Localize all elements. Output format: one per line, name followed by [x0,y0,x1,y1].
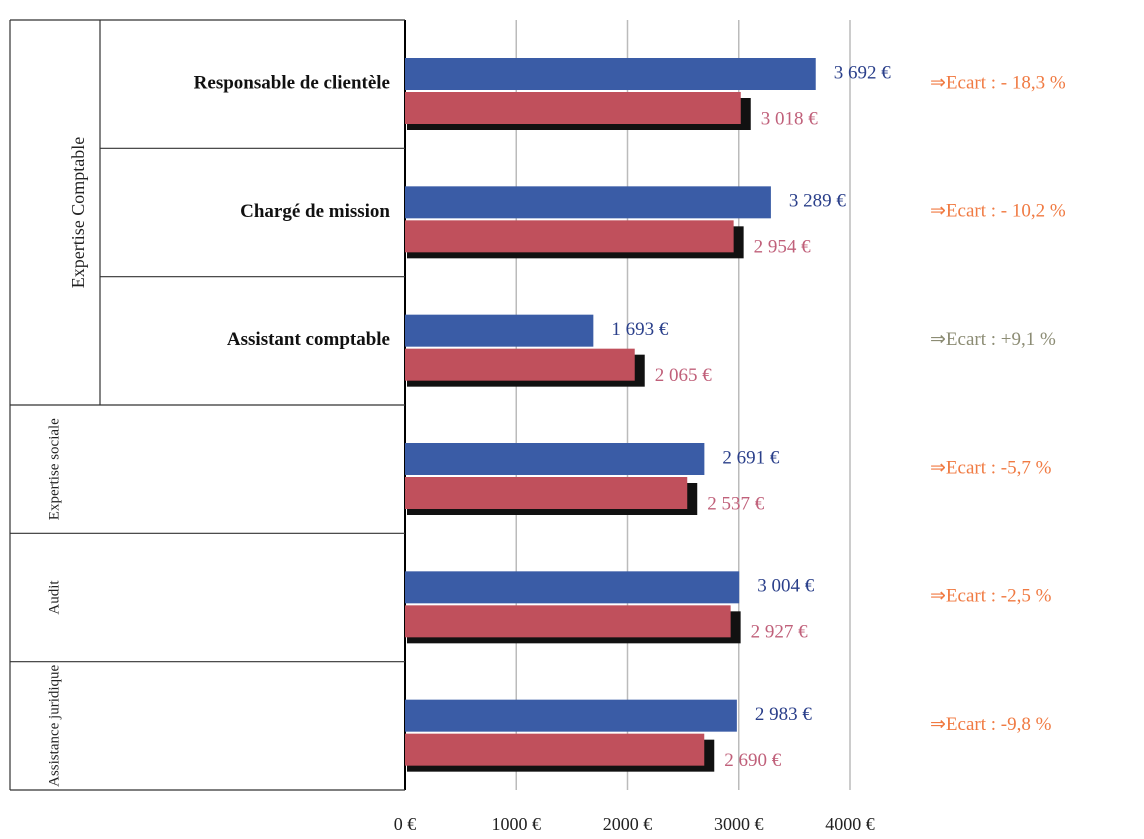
bar [405,605,731,638]
value-label: 2 954 € [754,237,812,258]
value-label: 3 004 € [757,576,815,597]
annotation: ⇒Ecart : - 10,2 % [930,201,1066,222]
bar [405,314,594,347]
bar [405,699,737,732]
group-label: Expertise Comptable [68,137,88,288]
annotation: ⇒Ecart : -9,8 % [930,714,1052,735]
category-label: Responsable de clientèle [194,73,390,94]
value-label: 2 537 € [707,493,765,514]
bar [405,571,740,604]
x-tick-label: 4000 € [825,814,875,834]
value-label: 3 018 € [761,108,819,129]
value-label: 2 065 € [655,365,713,386]
x-tick-label: 3000 € [714,814,764,834]
value-label: 3 692 € [834,62,892,83]
bar [405,443,705,475]
group-label: Expertise sociale [46,418,62,520]
bar [405,477,688,509]
value-label: 2 690 € [724,750,782,771]
x-tick-label: 1000 € [492,814,542,834]
annotation: ⇒Ecart : -2,5 % [930,586,1052,607]
bar [405,58,816,90]
bar [405,348,635,381]
category-label: Assistant comptable [227,329,390,350]
category-label: Chargé de mission [240,201,390,222]
value-label: 2 983 € [755,704,813,725]
bar [405,733,705,766]
group-label: Assistance juridique [46,664,62,786]
group-label: Audit [46,580,62,615]
annotation: ⇒Ecart : +9,1 % [930,329,1056,350]
annotation: ⇒Ecart : -5,7 % [930,457,1052,478]
value-label: 2 927 € [751,622,809,643]
bar [405,92,741,124]
x-tick-label: 2000 € [603,814,653,834]
bar [405,186,771,219]
annotation: ⇒Ecart : - 18,3 % [930,72,1066,93]
x-tick-label: 0 € [394,814,417,834]
value-label: 1 693 € [611,319,669,340]
value-label: 2 691 € [722,447,780,468]
bar [405,220,734,253]
value-label: 3 289 € [789,191,847,212]
